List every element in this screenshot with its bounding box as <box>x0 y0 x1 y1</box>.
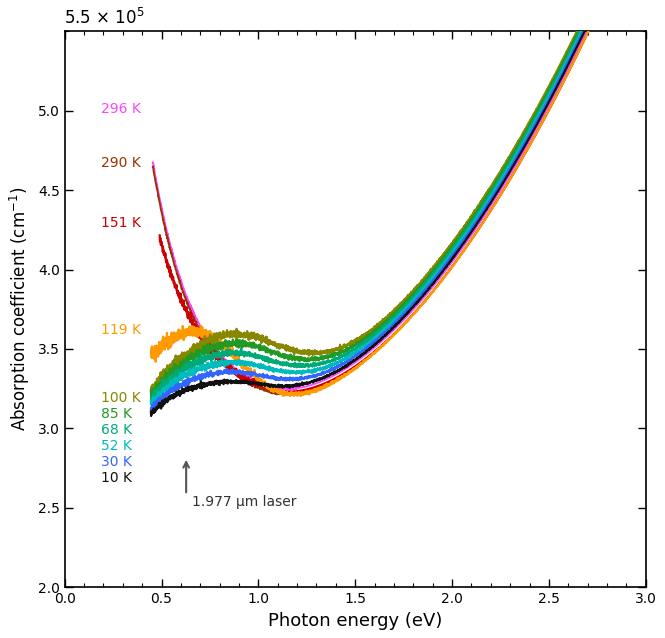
Text: 100 K: 100 K <box>100 391 140 405</box>
X-axis label: Photon energy (eV): Photon energy (eV) <box>268 612 442 630</box>
Text: 290 K: 290 K <box>100 156 140 170</box>
Text: 1.977 μm laser: 1.977 μm laser <box>192 495 297 509</box>
Text: 85 K: 85 K <box>100 407 132 421</box>
Text: 151 K: 151 K <box>100 216 140 230</box>
Text: 68 K: 68 K <box>100 423 132 437</box>
Text: 5.5 $\times$ 10$^5$: 5.5 $\times$ 10$^5$ <box>64 8 144 28</box>
Text: 296 K: 296 K <box>100 102 140 116</box>
Text: 52 K: 52 K <box>100 439 132 453</box>
Text: 10 K: 10 K <box>100 471 132 485</box>
Text: 30 K: 30 K <box>100 455 132 469</box>
Y-axis label: Absorption coefficient (cm$^{-1}$): Absorption coefficient (cm$^{-1}$) <box>9 187 33 431</box>
Text: 119 K: 119 K <box>100 323 140 337</box>
